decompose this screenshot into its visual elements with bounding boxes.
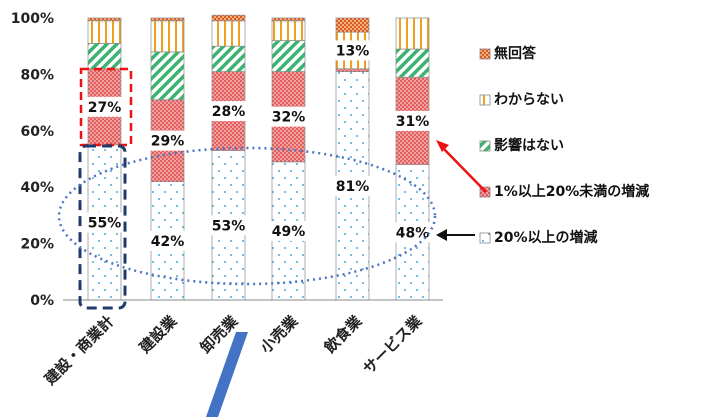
y-tick-label: 40% — [20, 180, 54, 196]
data-label: 49% — [272, 224, 306, 240]
bar-segment — [271, 17, 306, 22]
bars — [87, 14, 430, 301]
x-tick-label: サービス業 — [360, 311, 426, 377]
data-label-bg — [84, 212, 125, 233]
legend-label: 1%以上20%未満の増減 — [494, 183, 649, 200]
data-label-bg — [147, 230, 188, 251]
bar-segment — [395, 17, 430, 50]
data-label-bg — [392, 222, 433, 243]
arrow-red — [440, 145, 487, 193]
highlight-box-navy — [78, 144, 127, 310]
data-label: 81% — [336, 179, 370, 195]
legend-label: 影響はない — [494, 137, 564, 154]
bar-segment — [271, 20, 306, 41]
y-tick-label: 100% — [11, 11, 54, 27]
x-tick-label: 飲食業 — [320, 311, 366, 357]
bar-segment — [87, 20, 122, 44]
data-label: 28% — [212, 104, 246, 120]
bar-segment — [335, 68, 370, 72]
data-label-bg — [84, 96, 125, 117]
bar-segment — [211, 45, 246, 72]
data-label: 27% — [88, 100, 122, 116]
x-tick-label: 建設業 — [136, 311, 181, 356]
data-label: 32% — [272, 110, 306, 126]
legend-swatch — [479, 232, 491, 244]
data-label-bg — [332, 40, 373, 61]
data-label: 42% — [151, 234, 185, 250]
x-tick-label: 小売業 — [257, 311, 302, 356]
data-label: 13% — [336, 43, 370, 59]
data-label-bg — [268, 106, 309, 127]
bar-segment — [150, 20, 185, 53]
data-label: 55% — [88, 215, 122, 231]
legend-swatch — [479, 94, 491, 106]
bar-segment — [211, 20, 246, 47]
annotations — [57, 67, 487, 417]
y-tick-label: 80% — [20, 67, 54, 83]
data-label-bg — [208, 101, 249, 122]
bar-segment — [87, 43, 122, 70]
bar-segment — [211, 14, 246, 22]
bar-segment — [150, 51, 185, 101]
bar-segment — [335, 17, 370, 33]
data-label-bg — [208, 215, 249, 236]
x-tick-label: 建設・商業計 — [41, 312, 117, 388]
bar-segment — [150, 17, 185, 22]
bar-segment — [271, 40, 306, 72]
y-tick-label: 60% — [20, 124, 54, 140]
y-axis: 0% 20% 40% 60% 80% 100% — [11, 11, 54, 309]
arrow-black-head — [436, 229, 447, 241]
bar-segment — [87, 17, 122, 22]
data-label: 48% — [396, 225, 430, 241]
data-label: 31% — [396, 114, 430, 130]
data-label-bg — [332, 175, 373, 196]
bar-segment — [395, 48, 430, 78]
data-label-bg — [268, 220, 309, 241]
highlight-ellipse-blue — [57, 146, 437, 286]
data-label-bg — [392, 110, 433, 131]
pointer-bar-blue — [206, 332, 248, 417]
data-label-bg — [147, 130, 188, 151]
data-label: 53% — [212, 218, 246, 234]
data-label: 29% — [151, 134, 185, 150]
legend-label: 20%以上の増減 — [494, 229, 598, 246]
legend-swatch — [479, 48, 491, 60]
y-tick-label: 20% — [20, 237, 54, 253]
legend-label: 無回答 — [494, 45, 537, 62]
arrow-red-head — [436, 140, 449, 152]
data-labels: 55% 42% 53% 49% 81% 48% 27% 29% 28% 32% 13% 31% — [84, 40, 433, 251]
legend-swatch — [479, 140, 491, 152]
y-tick-label: 0% — [30, 293, 54, 309]
legend-label: わからない — [494, 92, 564, 108]
